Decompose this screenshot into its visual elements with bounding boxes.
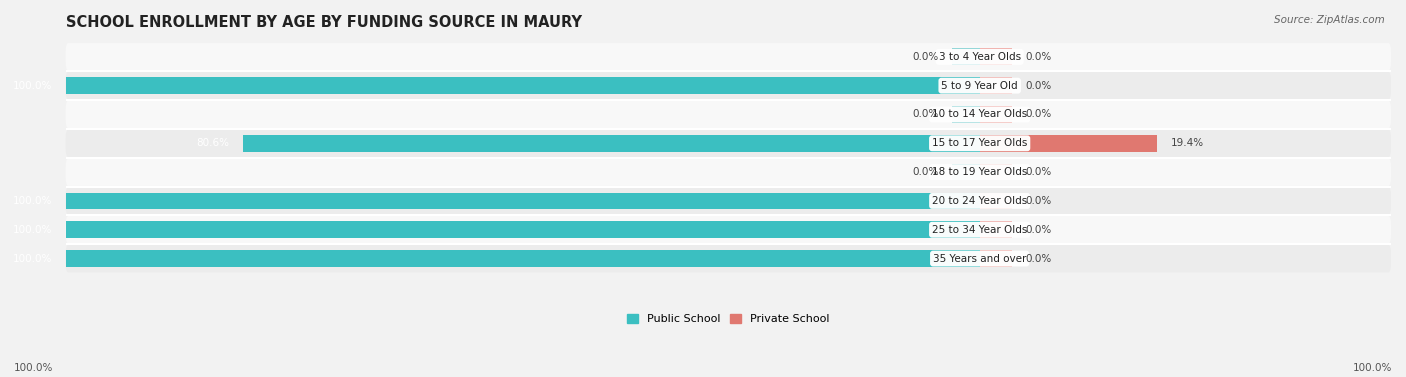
FancyBboxPatch shape [66,101,1391,128]
Text: 25 to 34 Year Olds: 25 to 34 Year Olds [932,225,1028,235]
Text: 100.0%: 100.0% [13,225,52,235]
Bar [952,106,980,123]
Text: SCHOOL ENROLLMENT BY AGE BY FUNDING SOURCE IN MAURY: SCHOOL ENROLLMENT BY AGE BY FUNDING SOUR… [66,15,582,30]
Text: 0.0%: 0.0% [1025,81,1052,90]
Text: 20 to 24 Year Olds: 20 to 24 Year Olds [932,196,1028,206]
Text: 100.0%: 100.0% [14,363,53,373]
Bar [66,250,980,267]
Text: 0.0%: 0.0% [912,167,939,177]
Text: 15 to 17 Year Olds: 15 to 17 Year Olds [932,138,1028,148]
Bar [980,221,1012,238]
FancyBboxPatch shape [66,43,1391,70]
FancyBboxPatch shape [66,158,1391,186]
Bar [952,49,980,65]
Text: 0.0%: 0.0% [1025,167,1052,177]
Text: 100.0%: 100.0% [1353,363,1392,373]
Text: 100.0%: 100.0% [13,254,52,264]
FancyBboxPatch shape [66,187,1391,215]
Bar [980,106,1012,123]
Bar [66,221,980,238]
Bar [980,164,1012,181]
Text: 10 to 14 Year Olds: 10 to 14 Year Olds [932,109,1028,120]
Bar [980,49,1012,65]
Bar [980,77,1012,94]
FancyBboxPatch shape [66,216,1391,244]
Text: 100.0%: 100.0% [13,81,52,90]
Bar [980,135,1157,152]
Bar [66,77,980,94]
Text: 3 to 4 Year Olds: 3 to 4 Year Olds [939,52,1021,62]
Text: 0.0%: 0.0% [912,52,939,62]
Text: 0.0%: 0.0% [1025,109,1052,120]
FancyBboxPatch shape [66,72,1391,100]
Bar [66,193,980,209]
FancyBboxPatch shape [66,245,1391,273]
Text: Source: ZipAtlas.com: Source: ZipAtlas.com [1274,15,1385,25]
Text: 5 to 9 Year Old: 5 to 9 Year Old [942,81,1018,90]
Bar [980,193,1012,209]
Text: 19.4%: 19.4% [1171,138,1204,148]
FancyBboxPatch shape [66,129,1391,157]
Text: 0.0%: 0.0% [1025,225,1052,235]
Text: 0.0%: 0.0% [1025,52,1052,62]
Bar [952,164,980,181]
Text: 0.0%: 0.0% [1025,196,1052,206]
Text: 100.0%: 100.0% [13,196,52,206]
Text: 80.6%: 80.6% [197,138,229,148]
Text: 0.0%: 0.0% [912,109,939,120]
Legend: Public School, Private School: Public School, Private School [627,314,830,324]
Bar [980,250,1012,267]
Text: 0.0%: 0.0% [1025,254,1052,264]
Bar [243,135,980,152]
Text: 35 Years and over: 35 Years and over [934,254,1026,264]
Text: 18 to 19 Year Olds: 18 to 19 Year Olds [932,167,1028,177]
